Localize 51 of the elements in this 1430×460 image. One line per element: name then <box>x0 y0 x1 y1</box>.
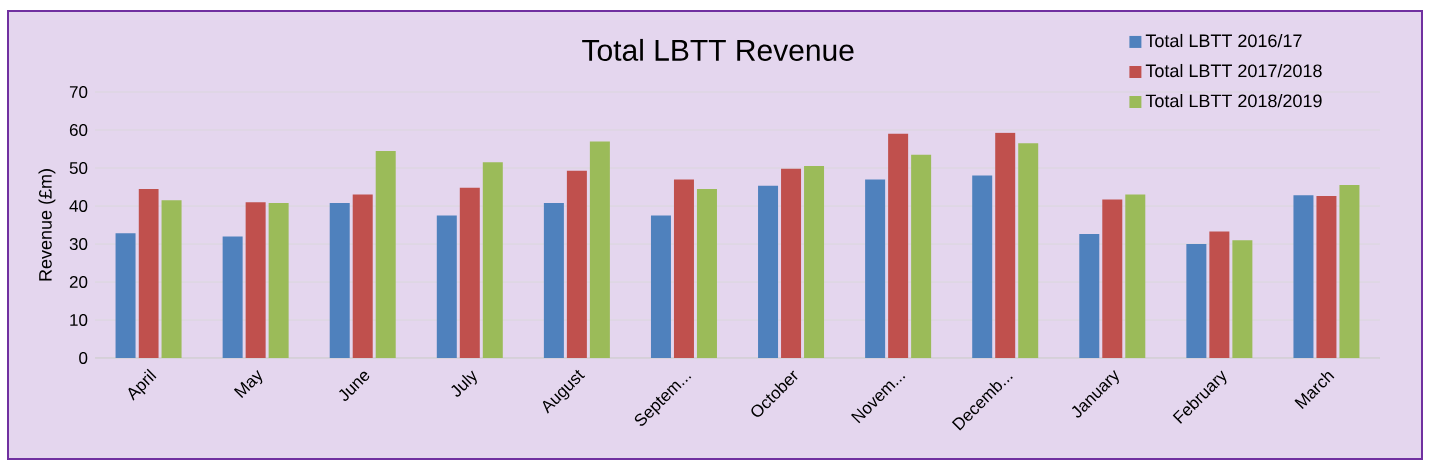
bar <box>1209 231 1230 358</box>
bar <box>1125 194 1146 358</box>
y-tick-label: 60 <box>69 124 88 137</box>
bar <box>375 150 396 358</box>
bar <box>696 188 717 358</box>
y-tick-label: 50 <box>69 162 88 175</box>
bar <box>436 215 457 358</box>
bar <box>972 175 993 358</box>
bar <box>673 179 694 358</box>
y-tick-label: 70 <box>69 86 88 99</box>
bar <box>543 202 564 358</box>
bar <box>566 170 587 358</box>
bar <box>911 154 932 358</box>
bar <box>781 168 802 358</box>
legend-label: Total LBTT 2018/2019 <box>1145 93 1322 108</box>
bar <box>1079 234 1100 358</box>
bar <box>1232 240 1253 358</box>
bar <box>245 202 266 358</box>
y-tick-label: 30 <box>69 237 88 250</box>
bar <box>329 202 350 358</box>
bar <box>589 141 610 358</box>
bar <box>115 233 136 358</box>
bar <box>865 179 886 358</box>
bar <box>482 162 503 358</box>
bar <box>161 200 182 358</box>
bar <box>1293 195 1314 358</box>
bar <box>995 132 1016 358</box>
y-axis-title: Revenue (£m) <box>38 169 56 281</box>
bar <box>1339 185 1360 358</box>
bar <box>804 166 825 358</box>
bar <box>222 236 243 358</box>
bar <box>1186 244 1207 358</box>
y-tick-label: 0 <box>79 351 88 364</box>
bar <box>1102 199 1123 358</box>
bar <box>138 188 159 358</box>
chart-title: Total LBTT Revenue <box>582 38 854 61</box>
bar <box>352 194 373 358</box>
bar <box>1316 196 1337 358</box>
y-tick-label: 20 <box>69 275 88 288</box>
bar <box>1018 143 1039 358</box>
x-tick-label: July <box>451 370 477 397</box>
bar <box>459 187 480 358</box>
y-tick-label: 40 <box>69 199 88 213</box>
bar <box>268 202 289 358</box>
x-tick-label: May <box>233 369 263 398</box>
legend-label: Total LBTT 2016/17 <box>1145 33 1302 48</box>
y-tick-label: 10 <box>70 313 88 326</box>
bar <box>888 133 909 358</box>
legend-label: Total LBTT 2017/2018 <box>1145 63 1322 78</box>
bar <box>650 215 671 358</box>
bar <box>758 185 779 358</box>
